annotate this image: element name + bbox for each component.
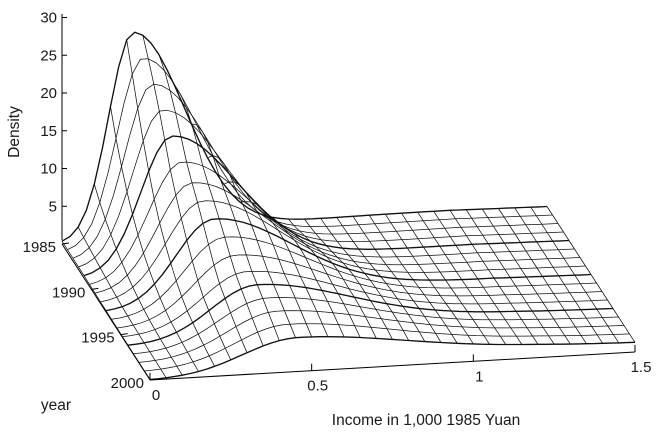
surface-year-line bbox=[83, 135, 570, 277]
surface-income-line bbox=[417, 211, 507, 345]
year-tick-label: 2000 bbox=[111, 375, 144, 392]
z-axis-ticks: 30 25 20 15 10 5 bbox=[40, 10, 67, 215]
z-tick-label: 25 bbox=[40, 47, 57, 64]
income-tick-label: 1.5 bbox=[631, 359, 652, 376]
surface-income-line bbox=[498, 208, 587, 344]
year-axis-line bbox=[61, 243, 151, 381]
surface-income-line bbox=[223, 181, 313, 338]
surface-income-line bbox=[207, 155, 296, 338]
income-axis-ticks: 0 0.5 1 1.5 bbox=[149, 345, 652, 404]
surface-income-line bbox=[320, 218, 410, 341]
surface-income-line bbox=[239, 201, 329, 337]
year-axis-ticks: 1985 1990 1995 2000 bbox=[23, 239, 158, 392]
surface-income-line bbox=[336, 217, 426, 342]
year-tick-mark bbox=[61, 242, 70, 245]
surface-year-line bbox=[94, 182, 581, 294]
z-tick-label: 20 bbox=[40, 85, 57, 102]
surface-income-line bbox=[514, 207, 604, 344]
surface-income-line bbox=[93, 183, 183, 376]
income-axis-title: Income in 1,000 1985 Yuan bbox=[332, 412, 520, 429]
surface-income-line bbox=[288, 218, 377, 339]
surface-income-line bbox=[465, 209, 555, 345]
surface-income-line bbox=[191, 123, 280, 341]
z-tick-label: 30 bbox=[40, 10, 57, 27]
income-axis-line bbox=[149, 351, 636, 381]
surface-income-line bbox=[158, 54, 248, 353]
surface-income-line bbox=[142, 35, 232, 361]
surface-income-line bbox=[530, 206, 620, 344]
year-tick-label: 1995 bbox=[81, 330, 114, 347]
z-axis-title: Density bbox=[6, 106, 23, 158]
surface-income-line bbox=[304, 218, 393, 340]
income-tick-label: 0 bbox=[152, 387, 160, 404]
z-tick-label: 15 bbox=[40, 123, 57, 140]
surface-income-line bbox=[352, 216, 442, 343]
year-tick-mark bbox=[149, 378, 158, 381]
year-tick-mark bbox=[120, 333, 128, 336]
year-tick-label: 1990 bbox=[52, 284, 85, 301]
surface-year-line bbox=[67, 58, 553, 251]
surface-year-line bbox=[133, 297, 619, 355]
surface-income-line bbox=[546, 206, 636, 343]
surface-income-line bbox=[384, 213, 474, 345]
year-tick-label: 1985 bbox=[23, 239, 56, 256]
surface-income-line bbox=[433, 211, 523, 345]
surface-income-line bbox=[174, 86, 264, 347]
surface-income-line bbox=[77, 226, 167, 379]
income-tick-label: 1 bbox=[475, 368, 483, 385]
z-tick-label: 5 bbox=[49, 198, 57, 215]
surface-mesh bbox=[61, 31, 636, 381]
year-tick-mark bbox=[91, 287, 99, 290]
year-axis-title: year bbox=[41, 397, 71, 414]
income-tick-label: 0.5 bbox=[307, 378, 328, 395]
surface-income-line bbox=[126, 39, 216, 367]
surface-income-line bbox=[401, 212, 490, 345]
surface-income-line bbox=[368, 214, 458, 344]
surface-income-line bbox=[481, 208, 571, 345]
surface-income-line bbox=[110, 106, 199, 372]
surface-year-line bbox=[72, 83, 559, 259]
surface-income-line bbox=[255, 211, 345, 338]
surface-income-line bbox=[449, 210, 539, 345]
surface-income-line bbox=[271, 217, 361, 338]
surface-year-line bbox=[89, 161, 575, 285]
z-tick-label: 10 bbox=[40, 161, 57, 178]
